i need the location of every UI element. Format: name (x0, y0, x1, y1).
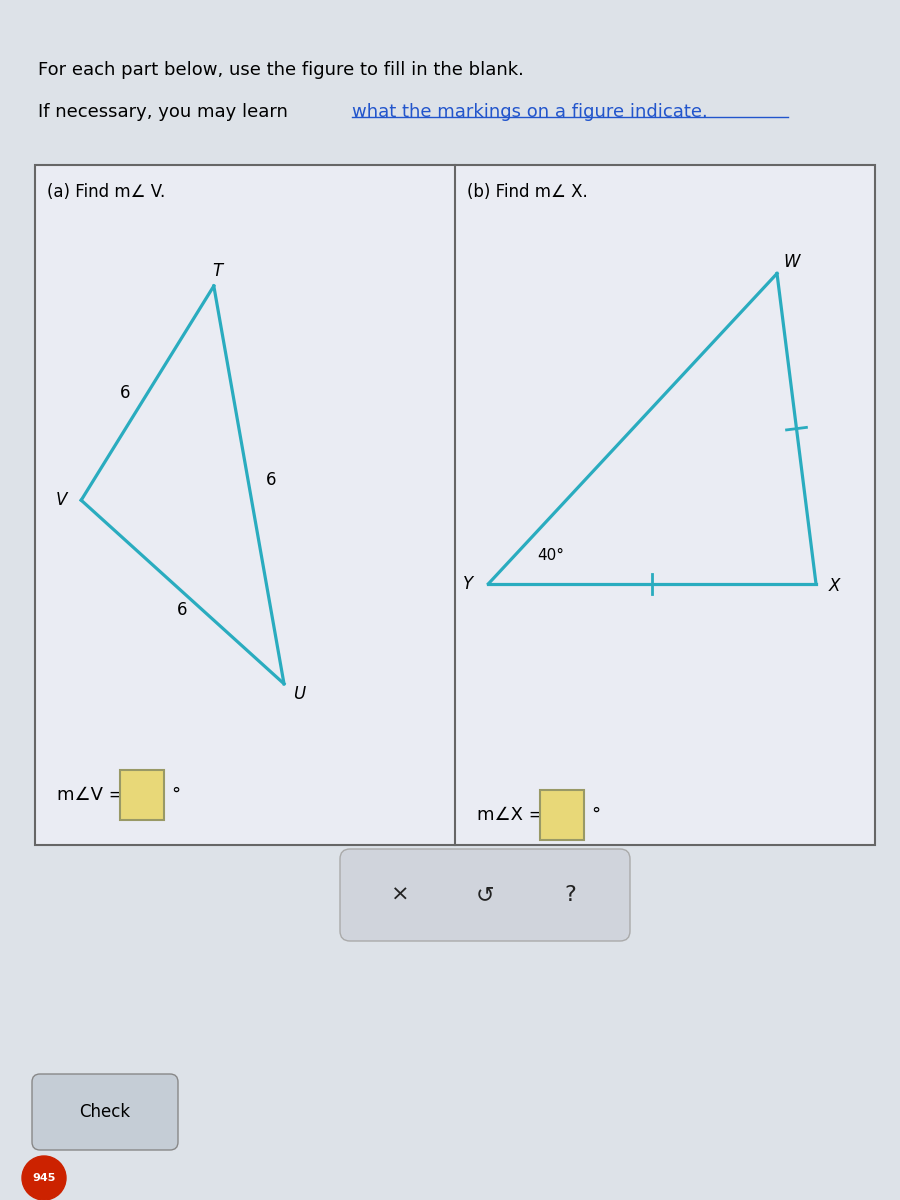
Text: 6: 6 (266, 470, 276, 488)
Text: °: ° (171, 786, 180, 804)
Text: (a) Find m∠ V.: (a) Find m∠ V. (47, 182, 166, 200)
Text: ?: ? (564, 886, 576, 905)
FancyBboxPatch shape (540, 790, 584, 840)
FancyBboxPatch shape (340, 850, 630, 941)
Text: U: U (292, 685, 305, 703)
FancyBboxPatch shape (120, 770, 164, 820)
Text: m∠X =: m∠X = (477, 806, 550, 824)
Text: W: W (784, 252, 800, 270)
Text: m∠V =: m∠V = (57, 786, 130, 804)
Text: (b) Find m∠ X.: (b) Find m∠ X. (467, 182, 588, 200)
Text: ×: × (391, 886, 410, 905)
Text: V: V (56, 491, 67, 509)
FancyBboxPatch shape (35, 164, 875, 845)
Text: °: ° (590, 806, 600, 824)
Text: what the markings on a figure indicate.: what the markings on a figure indicate. (352, 103, 707, 121)
Text: 40°: 40° (537, 548, 564, 563)
FancyBboxPatch shape (32, 1074, 178, 1150)
Text: X: X (828, 577, 840, 595)
Text: 6: 6 (177, 601, 188, 619)
Text: 6: 6 (121, 384, 130, 402)
Text: Y: Y (464, 575, 473, 593)
Text: ↺: ↺ (476, 886, 494, 905)
Text: 945: 945 (32, 1174, 56, 1183)
Circle shape (22, 1156, 66, 1200)
Text: Check: Check (79, 1103, 130, 1121)
Text: If necessary, you may learn: If necessary, you may learn (38, 103, 293, 121)
Text: For each part below, use the figure to fill in the blank.: For each part below, use the figure to f… (38, 61, 524, 79)
Text: T: T (212, 262, 223, 280)
